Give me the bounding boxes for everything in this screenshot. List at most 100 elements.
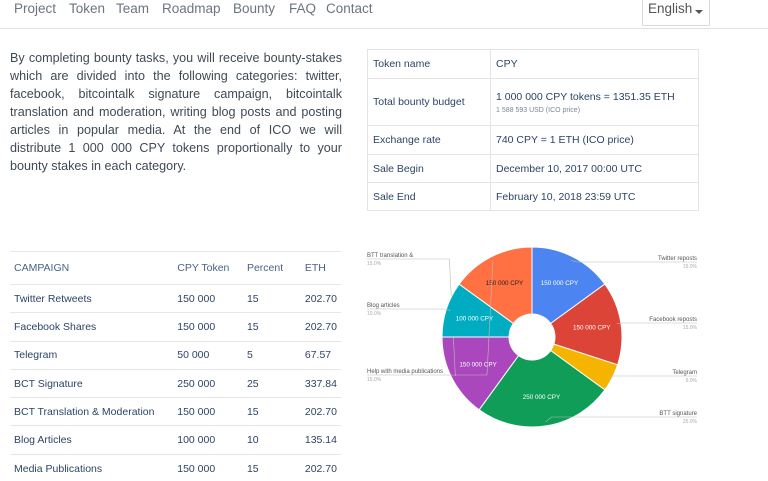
cell-percent: 25 <box>242 369 301 399</box>
cell-percent: 15 <box>242 284 301 314</box>
caret-down-icon <box>695 10 703 14</box>
cell-percent: 5 <box>242 341 301 370</box>
info-value: December 10, 2017 00:00 UTC <box>490 154 699 183</box>
callout-line <box>367 308 451 311</box>
info-key: Exchange rate <box>367 125 491 155</box>
pie-slice <box>549 283 623 366</box>
slice-value-label: 150 000 CPY <box>459 361 497 368</box>
info-subvalue: 1 588 593 USD (ICO price) <box>496 106 581 114</box>
cell-eth: 135.14 <box>300 425 341 455</box>
col-percent: Percent <box>242 251 301 285</box>
table-row: Media Publications 150 000 15 202.70 <box>10 454 341 481</box>
info-row: Sale End February 10, 2018 23:59 UTC <box>367 182 699 211</box>
cell-cpy: 150 000 <box>173 397 243 427</box>
callout-label: Twitter reposts <box>658 256 697 262</box>
cell-campaign: Media Publications <box>14 462 103 475</box>
callout-percent: 10.0% <box>367 311 382 317</box>
cell-percent: 15 <box>242 312 301 342</box>
info-key: Token name <box>367 49 491 79</box>
slice-value-label: 100 000 CPY <box>456 315 494 322</box>
callout-line <box>367 258 456 377</box>
callout-percent: 15.0% <box>683 325 698 331</box>
pie-slice <box>458 246 533 325</box>
cell-campaign: Telegram <box>10 341 174 370</box>
cell-eth: 337.84 <box>300 369 341 399</box>
cell-cpy: 100 000 <box>173 425 243 455</box>
cell-percent: 15 <box>246 462 259 475</box>
campaign-table: CAMPAIGN CPY Token Percent ETH Twitter R… <box>10 251 341 481</box>
cell-cpy: 250 000 <box>173 369 243 399</box>
info-value-cell: 1 000 000 CPY tokens = 1351.35 ETH 1 588… <box>490 78 699 126</box>
col-cpy-token: CPY Token <box>173 251 243 285</box>
cell-campaign: BCT Signature <box>10 369 174 399</box>
col-campaign: CAMPAIGN <box>10 251 174 285</box>
cell-cpy: 150 000 <box>173 312 243 342</box>
callout-percent: 15.0% <box>367 261 382 267</box>
callout-label: Blog articles <box>367 303 400 309</box>
cell-campaign: Facebook Shares <box>10 312 174 342</box>
nav-bounty[interactable]: Bounty <box>233 1 276 16</box>
cell-eth: 202.70 <box>300 284 341 314</box>
info-row: Token name CPY <box>367 49 699 79</box>
campaign-header-row: CAMPAIGN CPY Token Percent ETH <box>10 251 341 285</box>
cell-campaign: Blog Articles <box>10 425 174 455</box>
top-nav: Project Token Team Roadmap Bounty FAQ Co… <box>0 0 768 29</box>
col-eth: ETH <box>300 251 341 285</box>
callout-percent: 15.0% <box>367 377 382 383</box>
slice-value-label: 250 000 CPY <box>523 394 561 401</box>
cell-campaign: BCT Translation & Moderation <box>10 397 174 427</box>
nav-roadmap[interactable]: Roadmap <box>162 1 221 16</box>
language-dropdown[interactable]: English <box>642 0 710 26</box>
pie-svg: 150 000 CPY Twitter reposts 15.0% 150 000 C… <box>367 246 698 428</box>
nav-project[interactable]: Project <box>14 1 57 16</box>
table-row: BCT Translation & Moderation 150 000 15 … <box>10 397 341 427</box>
callout-percent: 25.0% <box>683 419 698 425</box>
info-value: CPY <box>490 49 699 79</box>
nav-contact[interactable]: Contact <box>326 1 373 16</box>
slice-value-label: 150 000 CPY <box>486 280 524 287</box>
cell-eth: 202.70 <box>300 397 341 427</box>
info-row: Sale Begin December 10, 2017 00:00 UTC <box>367 154 699 183</box>
callout-label: Facebook reposts <box>649 317 697 323</box>
cell-cpy: 50 000 <box>173 341 243 370</box>
cell-eth: 67.57 <box>300 341 341 370</box>
bounty-intro: By completing bounty tasks, you will rec… <box>10 51 342 173</box>
table-row: Twitter Retweets 150 000 15 202.70 <box>10 284 341 314</box>
callout-label: Help with media publications <box>367 369 443 375</box>
info-value: February 10, 2018 23:59 UTC <box>490 182 699 211</box>
info-value: 1 000 000 CPY tokens = 1351.35 ETH <box>496 90 675 103</box>
slice-value-label: 150 000 CPY <box>541 280 579 287</box>
callout-label: BTT signature <box>659 411 697 417</box>
info-key: Sale Begin <box>367 154 491 183</box>
info-value: 740 CPY = 1 ETH (ICO price) <box>490 125 699 155</box>
cell-eth: 202.70 <box>304 462 337 475</box>
table-row: Facebook Shares 150 000 15 202.70 <box>10 312 341 342</box>
cell-percent: 10 <box>242 425 301 455</box>
callout-percent: 15.0% <box>683 264 698 270</box>
language-label: English <box>648 1 693 16</box>
cell-percent: 15 <box>242 397 301 427</box>
nav-token[interactable]: Token <box>69 1 106 16</box>
info-key: Sale End <box>367 182 491 211</box>
callout-line <box>545 416 697 423</box>
table-row: BCT Signature 250 000 25 337.84 <box>10 369 341 399</box>
nav-team[interactable]: Team <box>116 1 150 16</box>
callout-line <box>570 260 697 263</box>
table-row: Blog Articles 100 000 10 135.14 <box>10 425 341 455</box>
cell-campaign: Twitter Retweets <box>10 284 174 314</box>
table-row: Telegram 50 000 5 67.57 <box>10 341 341 370</box>
callout-label: BTT translation & <box>367 253 413 259</box>
cell-cpy: 150 000 <box>173 284 243 314</box>
callout-label: Telegram <box>672 370 697 376</box>
slice-value-label: 150 000 CPY <box>573 325 611 332</box>
pie-slice <box>531 246 606 325</box>
info-row: Exchange rate 740 CPY = 1 ETH (ICO price… <box>367 125 699 155</box>
nav-faq[interactable]: FAQ <box>289 1 317 16</box>
info-key: Total bounty budget <box>367 78 491 126</box>
callout-percent: 5.0% <box>686 378 698 384</box>
callout-line <box>616 322 697 324</box>
token-info-table: Token name CPY Total bounty budget 1 000… <box>367 49 699 211</box>
pie-slice <box>441 336 520 411</box>
cell-eth: 202.70 <box>300 312 341 342</box>
info-row: Total bounty budget 1 000 000 CPY tokens… <box>367 78 699 126</box>
